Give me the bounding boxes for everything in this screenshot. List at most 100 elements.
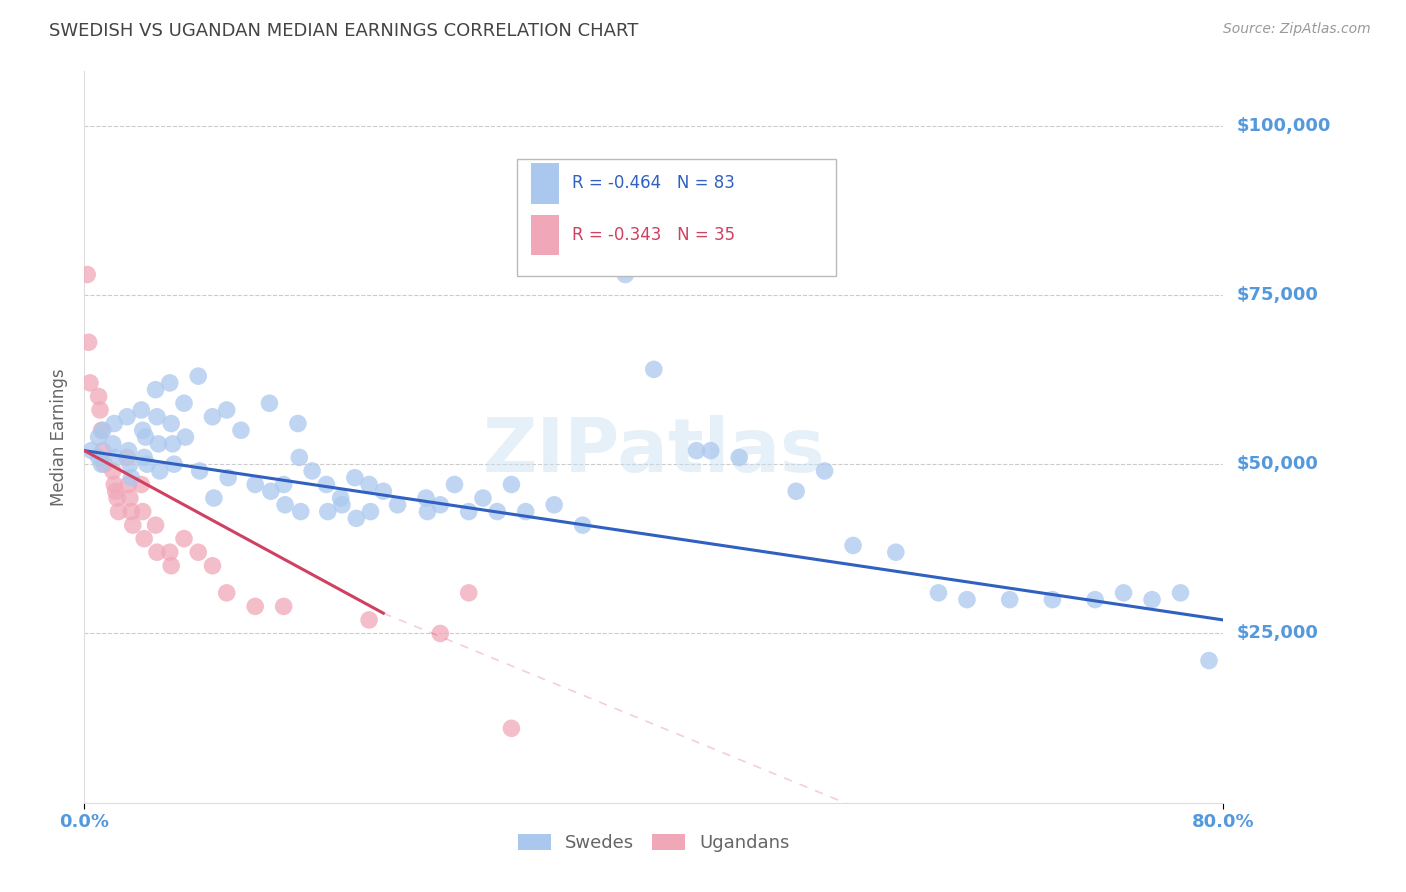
Point xyxy=(1170,586,1192,600)
Point xyxy=(1042,592,1064,607)
Point xyxy=(104,450,127,465)
Point xyxy=(134,532,156,546)
Point xyxy=(201,409,224,424)
Point xyxy=(131,403,153,417)
Point xyxy=(87,430,110,444)
Point xyxy=(245,599,267,614)
Point xyxy=(344,511,367,525)
Point xyxy=(91,423,114,437)
Point xyxy=(842,538,865,552)
Point xyxy=(115,450,138,465)
Point xyxy=(173,396,195,410)
Point xyxy=(301,464,323,478)
Point xyxy=(120,471,142,485)
Point xyxy=(105,491,128,505)
Point xyxy=(90,457,112,471)
Text: $75,000: $75,000 xyxy=(1237,285,1319,304)
Point xyxy=(273,477,295,491)
Point xyxy=(135,430,157,444)
Point xyxy=(928,586,950,600)
Point xyxy=(245,477,267,491)
Point xyxy=(614,268,637,282)
Point xyxy=(1140,592,1163,607)
Point xyxy=(101,437,124,451)
Point xyxy=(117,477,139,491)
Point xyxy=(288,450,311,465)
Point xyxy=(287,417,309,431)
Point xyxy=(159,376,181,390)
Point xyxy=(315,477,337,491)
Point xyxy=(76,268,98,282)
FancyBboxPatch shape xyxy=(531,215,560,255)
Point xyxy=(173,532,195,546)
Point xyxy=(87,450,110,465)
Point xyxy=(586,206,609,220)
Point xyxy=(429,626,451,640)
Point xyxy=(201,558,224,573)
Point xyxy=(260,484,283,499)
Point xyxy=(145,518,167,533)
Point xyxy=(373,484,395,499)
Point xyxy=(728,450,751,465)
Point xyxy=(472,491,495,505)
Point xyxy=(115,409,138,424)
Point xyxy=(343,471,366,485)
Point xyxy=(387,498,409,512)
Point xyxy=(515,505,537,519)
Point xyxy=(643,362,665,376)
Point xyxy=(501,477,523,491)
Point xyxy=(118,491,141,505)
Point xyxy=(814,464,837,478)
Point xyxy=(457,505,479,519)
Point xyxy=(884,545,907,559)
Point xyxy=(118,457,141,471)
Point xyxy=(160,558,183,573)
Point xyxy=(543,498,565,512)
Point xyxy=(121,518,143,533)
Point xyxy=(132,505,155,519)
Text: $100,000: $100,000 xyxy=(1237,117,1331,135)
Point xyxy=(132,423,155,437)
Point xyxy=(174,430,197,444)
Point xyxy=(229,423,252,437)
FancyBboxPatch shape xyxy=(531,163,560,203)
Point xyxy=(429,498,451,512)
Point xyxy=(104,484,127,499)
Point xyxy=(103,477,125,491)
Point xyxy=(89,403,111,417)
Point xyxy=(329,491,352,505)
Point xyxy=(159,545,181,559)
Point xyxy=(93,457,115,471)
Point xyxy=(330,498,353,512)
Point xyxy=(501,721,523,735)
Point xyxy=(146,545,169,559)
Point xyxy=(91,443,114,458)
Point xyxy=(145,383,167,397)
Legend: Swedes, Ugandans: Swedes, Ugandans xyxy=(510,827,797,860)
Text: R = -0.343   N = 35: R = -0.343 N = 35 xyxy=(572,226,735,244)
Point xyxy=(202,491,225,505)
Point xyxy=(117,443,139,458)
Point xyxy=(187,369,209,384)
Point xyxy=(146,409,169,424)
Point xyxy=(163,457,186,471)
Point xyxy=(131,477,153,491)
Point xyxy=(136,457,159,471)
Point xyxy=(785,484,807,499)
Y-axis label: Median Earnings: Median Earnings xyxy=(51,368,69,506)
Text: SWEDISH VS UGANDAN MEDIAN EARNINGS CORRELATION CHART: SWEDISH VS UGANDAN MEDIAN EARNINGS CORRE… xyxy=(49,22,638,40)
Text: R = -0.464   N = 83: R = -0.464 N = 83 xyxy=(572,175,735,193)
Point xyxy=(316,505,339,519)
Point xyxy=(215,403,238,417)
Point xyxy=(148,437,170,451)
Point xyxy=(416,505,439,519)
Point xyxy=(1198,654,1220,668)
Point xyxy=(103,417,125,431)
Point xyxy=(149,464,172,478)
Point xyxy=(90,423,112,437)
Point xyxy=(215,586,238,600)
Point xyxy=(273,599,295,614)
Point xyxy=(956,592,979,607)
Point xyxy=(290,505,312,519)
Point xyxy=(443,477,465,491)
